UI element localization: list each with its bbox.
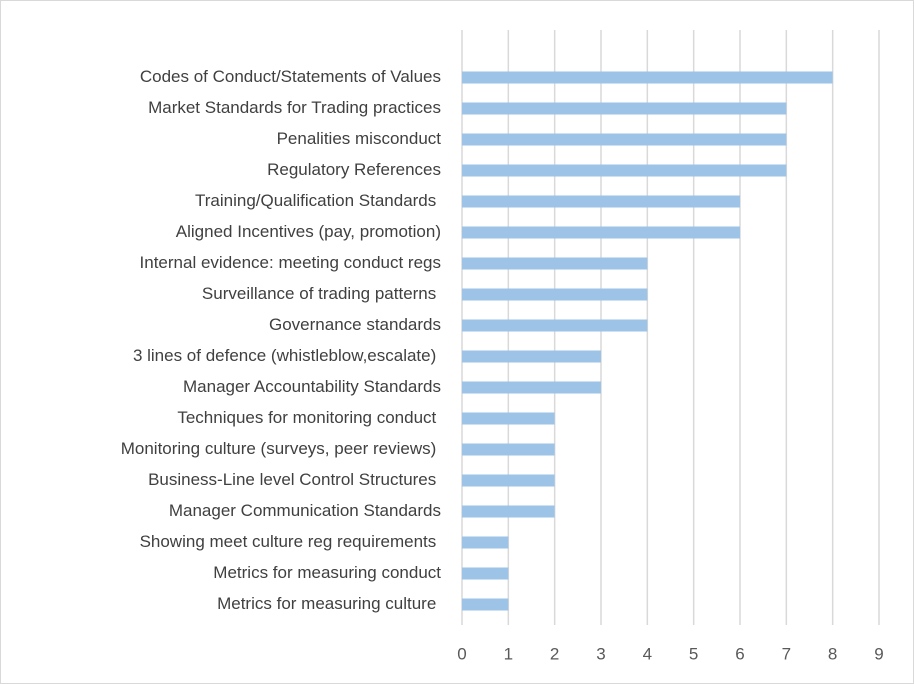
y-tick-label: Training/Qualification Standards	[195, 191, 441, 210]
y-tick-label: Aligned Incentives (pay, promotion)	[176, 222, 441, 241]
y-tick-label: Penalities misconduct	[277, 129, 442, 148]
y-tick-label: Monitoring culture (surveys, peer review…	[121, 439, 441, 458]
bar	[462, 505, 555, 518]
bar	[462, 443, 555, 456]
bar	[462, 412, 555, 425]
x-tick-label: 3	[596, 644, 605, 663]
bar	[462, 381, 601, 394]
x-tick-label: 0	[457, 644, 466, 663]
bar	[462, 226, 740, 239]
y-tick-label: Business-Line level Control Structures	[148, 470, 441, 489]
x-tick-label: 2	[550, 644, 559, 663]
bar	[462, 71, 833, 84]
bar	[462, 133, 787, 146]
y-tick-label: Internal evidence: meeting conduct regs	[140, 253, 441, 272]
y-tick-label: 3 lines of defence (whistleblow,escalate…	[133, 346, 441, 365]
bar	[462, 195, 740, 208]
y-tick-label: Surveillance of trading patterns	[202, 284, 441, 303]
x-tick-label: 7	[782, 644, 791, 663]
y-tick-label: Codes of Conduct/Statements of Values	[140, 67, 441, 86]
x-tick-label: 9	[874, 644, 883, 663]
x-tick-label: 8	[828, 644, 837, 663]
y-tick-label: Regulatory References	[267, 160, 441, 179]
x-tick-label: 6	[735, 644, 744, 663]
bar	[462, 598, 509, 611]
y-tick-label: Market Standards for Trading practices	[148, 98, 441, 117]
y-tick-label: Metrics for measuring conduct	[213, 563, 441, 582]
bar	[462, 257, 648, 270]
bar	[462, 319, 648, 332]
x-tick-label: 1	[504, 644, 513, 663]
y-tick-label: Techniques for monitoring conduct	[177, 408, 441, 427]
bar	[462, 102, 787, 115]
bar	[462, 288, 648, 301]
y-tick-label: Showing meet culture reg requirements	[140, 532, 441, 551]
bar	[462, 164, 787, 177]
bar	[462, 350, 601, 363]
y-tick-label: Manager Communication Standards	[169, 501, 441, 520]
bar	[462, 536, 509, 549]
x-tick-label: 4	[643, 644, 652, 663]
y-tick-label: Governance standards	[269, 315, 441, 334]
bar	[462, 474, 555, 487]
y-tick-label: Manager Accountability Standards	[183, 377, 441, 396]
x-tick-label: 5	[689, 644, 698, 663]
bar	[462, 567, 509, 580]
y-tick-label: Metrics for measuring culture	[217, 594, 441, 613]
